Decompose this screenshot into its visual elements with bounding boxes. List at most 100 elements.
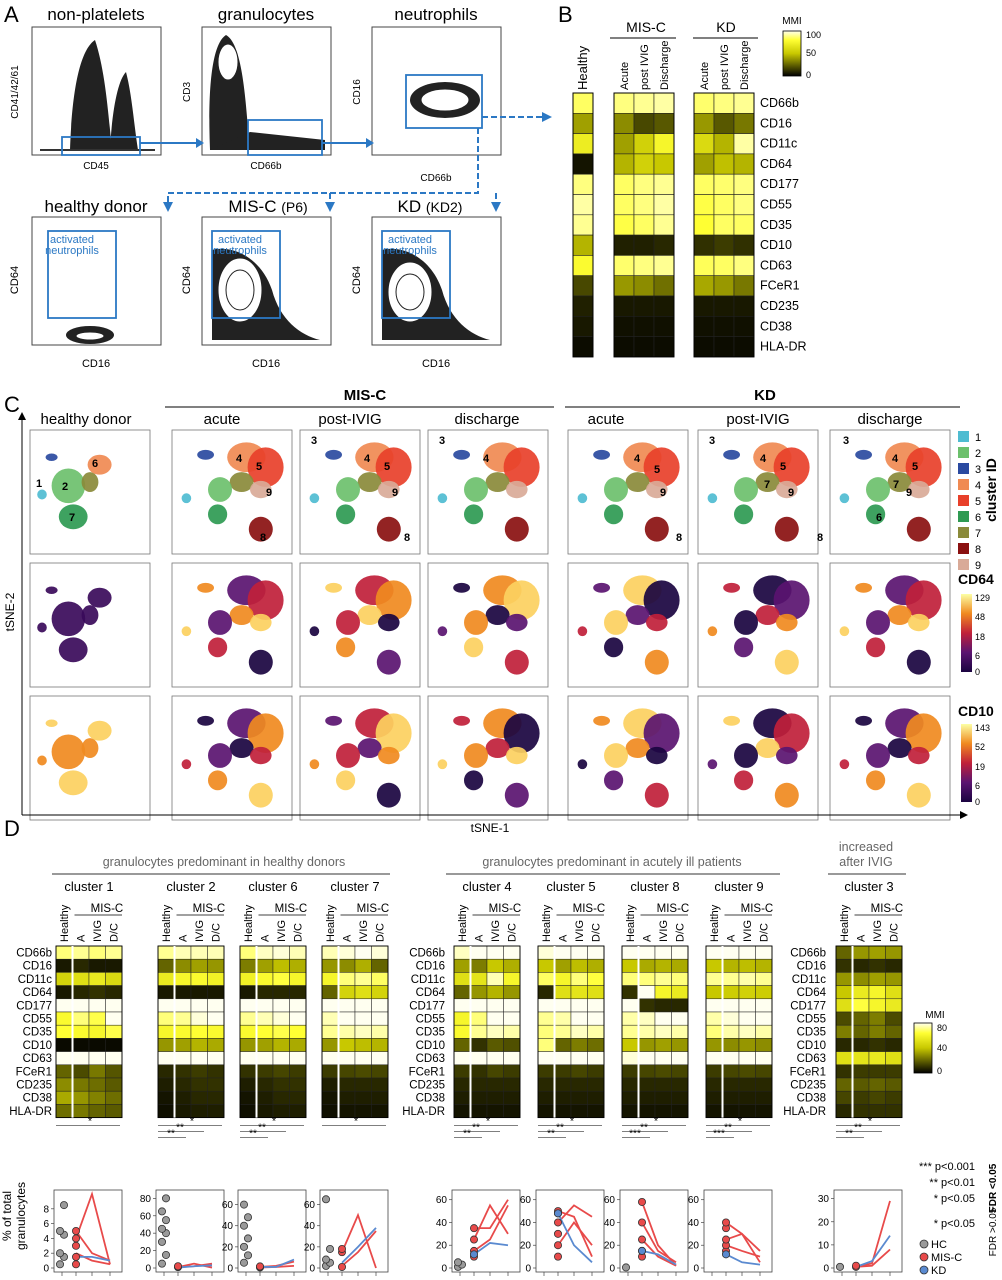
d-heat-cell [88, 1024, 106, 1039]
tsne-cluster-blob [336, 637, 356, 658]
d-point-kd [469, 1250, 478, 1259]
tsne-cluster-blob [464, 477, 488, 502]
d-heat-cell [654, 1024, 672, 1039]
d-heat-cell [755, 972, 773, 986]
tsne-cluster-blob [506, 746, 528, 765]
d-heat-cell [537, 945, 555, 960]
tsne-cluster-blob [503, 580, 540, 621]
d-chart-frame [619, 1189, 689, 1273]
b-heat-cell [613, 153, 635, 175]
d-heat-cell [638, 972, 656, 986]
d-heat-cell [671, 972, 689, 986]
b-heat-cell [633, 133, 655, 155]
d-heat-cell [503, 972, 521, 986]
tsne-cluster-blob [734, 504, 754, 525]
tsne-cluster-blob [755, 472, 780, 492]
d-heat-cell [72, 958, 90, 973]
d-col-label: A [342, 934, 354, 942]
tsne-cluster-blob [229, 605, 254, 626]
tsne-cluster-blob [375, 447, 412, 488]
tsne-cluster-blob [773, 447, 810, 488]
b-heat-cell [713, 173, 735, 195]
d-heat-cell [239, 1051, 257, 1066]
d-heat-cell [272, 1051, 290, 1066]
d-point-hc [157, 1224, 166, 1233]
d-heat-cell [852, 972, 870, 986]
legend-group-label: HC [931, 1239, 947, 1251]
d-heat-cell [852, 1011, 870, 1026]
d-marker-label: CD64 [416, 987, 446, 999]
d-heat-cell [503, 1051, 521, 1066]
b-marker-label: CD38 [760, 319, 792, 333]
d-heat-cell [852, 1104, 870, 1118]
d-point-misc [554, 1241, 563, 1250]
d-heat-cell [638, 1011, 656, 1026]
d-marker-label: FCeR1 [16, 1066, 52, 1078]
d-heat-cell [338, 1064, 356, 1079]
tsne-cluster-blob [887, 738, 912, 759]
d-col-label: A [856, 934, 868, 942]
d-heat-cell [486, 1090, 504, 1105]
tsne-cluster-blob [723, 715, 740, 726]
d-subgroup-label: MIS-C [573, 903, 606, 915]
tsne-cluster-blob [866, 770, 886, 791]
b-scale-tick-2: 0 [806, 70, 811, 80]
d-heat-cell [55, 1104, 73, 1118]
d-heat-cell [289, 972, 307, 986]
d-y-tick: 20 [436, 1241, 448, 1252]
cluster-legend-label: 8 [975, 544, 981, 556]
d-heat-border [55, 945, 123, 1119]
tsne-cluster-label: 3 [439, 435, 445, 447]
d-heat-cell [105, 1038, 123, 1052]
d-point-hc [243, 1213, 252, 1222]
tsne-cluster-blob [707, 759, 718, 770]
d-heat-cell [503, 1038, 521, 1052]
cd10-tick-4: 0 [975, 797, 980, 807]
d-heat-cell [554, 958, 572, 973]
d-heat-cell [453, 998, 471, 1013]
d-heat-cell [354, 958, 372, 973]
d-heat-cell [671, 1024, 689, 1039]
d-marker-label: CD10 [23, 1040, 52, 1052]
d-heat-cell [654, 985, 672, 1000]
d-heat-cell [554, 1024, 572, 1039]
b-heat-cell [613, 92, 635, 114]
d-legend: *** p<0.001 ** p<0.01 * p<0.05 * p<0.05 … [919, 1161, 999, 1277]
d-heat-cell [638, 1064, 656, 1079]
tsne-cluster-blob [839, 626, 850, 637]
d-point-hc [161, 1250, 170, 1259]
d-point-hc [239, 1242, 248, 1251]
d-heat-cell [537, 985, 555, 1000]
tsne-cluster-blob [87, 587, 112, 608]
d-col-label: D/C [211, 923, 223, 942]
d-heat-cell [621, 958, 639, 973]
d-heat-cell [835, 1038, 853, 1052]
d-heat-cell [55, 1090, 73, 1105]
tsne-cluster-blob [464, 610, 488, 635]
d-series-line [341, 1230, 377, 1267]
d-point-misc [72, 1241, 81, 1250]
d-marker-label: CD55 [23, 1014, 52, 1026]
tsne-cluster-label: 5 [384, 461, 390, 473]
d-heat-cell [868, 1090, 886, 1105]
donor-plot-healthy: activated neutrophils CD64 CD16 [9, 216, 162, 370]
d-heat-cell [207, 972, 225, 986]
d-heat-cell [453, 1011, 471, 1026]
tsne-cluster-blob [855, 715, 872, 726]
d-heat-cell [638, 1051, 656, 1066]
d-heat-cell [190, 945, 208, 960]
tsne-cluster-label: 9 [906, 487, 912, 499]
d-heat-cell [671, 1077, 689, 1092]
tsne-cluster-blob [197, 449, 215, 460]
d-y-tick: 20 [688, 1241, 700, 1252]
tsne-cluster-label: 8 [676, 532, 682, 544]
d-heat-cell [453, 958, 471, 973]
d-heat-cell [835, 1090, 853, 1105]
d-sig-mark: ** [472, 1123, 480, 1134]
tsne-cluster-blob [208, 743, 232, 768]
d-heat-cell [105, 1077, 123, 1092]
d-heat-border [321, 945, 389, 1119]
gate-title-non-platelets: non-platelets [47, 5, 144, 24]
d-heat-cell [671, 1064, 689, 1079]
b-heat-cell [572, 173, 594, 195]
